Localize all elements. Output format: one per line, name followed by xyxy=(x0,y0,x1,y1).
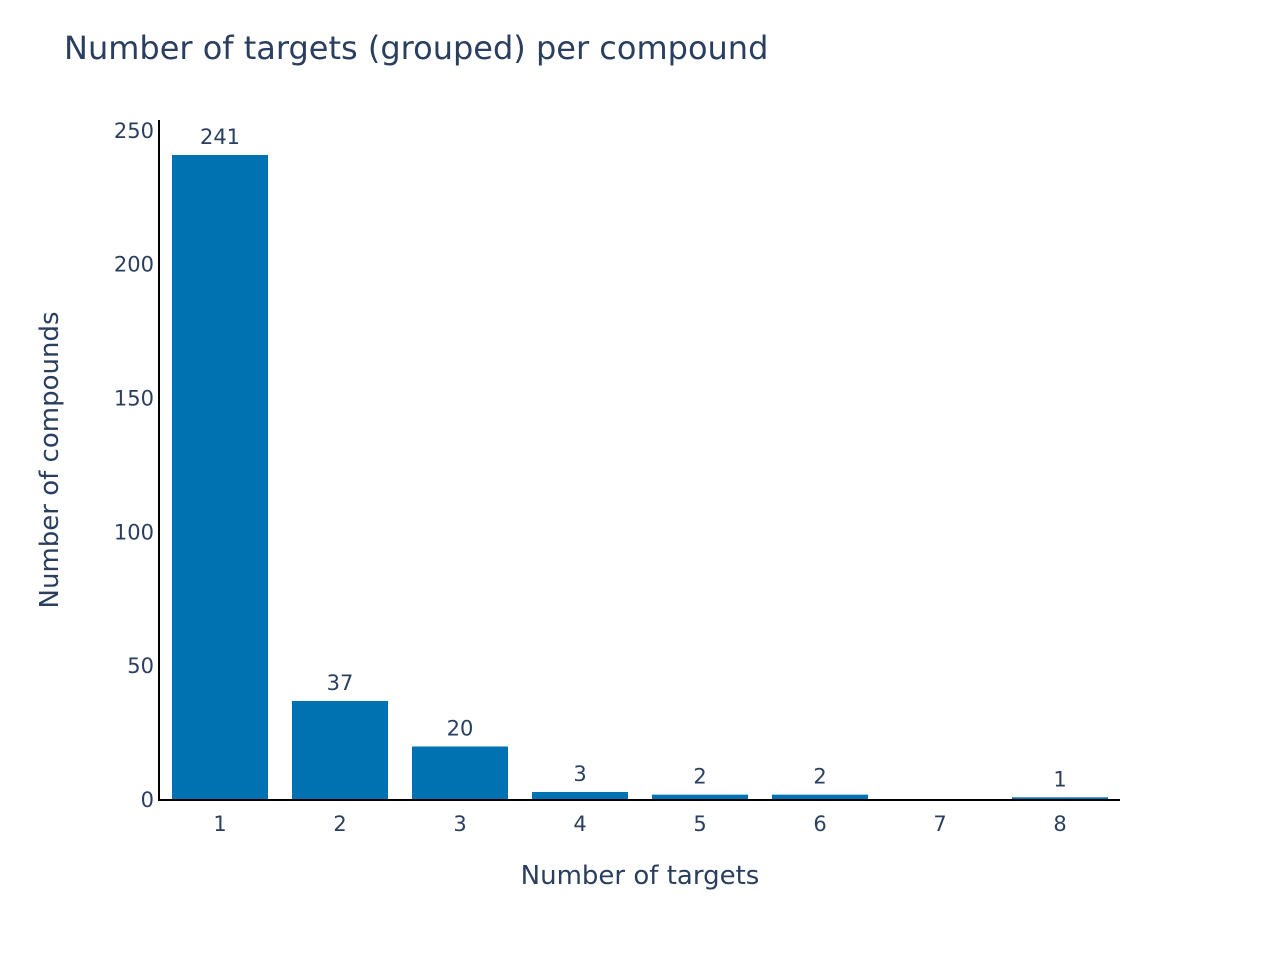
bar-3 xyxy=(412,746,508,800)
data-label-2: 37 xyxy=(327,671,354,695)
bars-group xyxy=(172,154,1108,801)
data-label-4: 3 xyxy=(573,762,586,786)
y-tick-label-250: 250 xyxy=(114,119,154,143)
x-tick-label-3: 3 xyxy=(453,812,466,836)
y-tick-label-150: 150 xyxy=(114,387,154,411)
data-labels-group: 241 37 20 3 2 2 1 xyxy=(200,125,1067,791)
data-label-5: 2 xyxy=(693,765,706,789)
data-label-3: 20 xyxy=(447,716,474,740)
y-tick-label-200: 200 xyxy=(114,253,154,277)
x-tick-label-1: 1 xyxy=(213,812,226,836)
x-tick-label-7: 7 xyxy=(933,812,946,836)
y-tick-label-50: 50 xyxy=(127,654,154,678)
y-axis-title: Number of compounds xyxy=(35,312,65,609)
x-tick-label-6: 6 xyxy=(813,812,826,836)
x-tick-label-4: 4 xyxy=(573,812,586,836)
y-axis-ticks: 0 50 100 150 200 250 xyxy=(114,119,154,812)
bar-1 xyxy=(172,154,268,801)
bar-8 xyxy=(1012,797,1108,800)
data-label-8: 1 xyxy=(1053,767,1066,791)
data-label-1: 241 xyxy=(200,125,240,149)
x-tick-label-8: 8 xyxy=(1053,812,1066,836)
chart-title: Number of targets (grouped) per compound xyxy=(64,29,768,67)
y-tick-label-100: 100 xyxy=(114,520,154,544)
bar-2 xyxy=(292,700,388,800)
x-axis-ticks: 1 2 3 4 5 6 7 8 xyxy=(213,812,1066,836)
data-label-6: 2 xyxy=(813,765,826,789)
x-tick-label-5: 5 xyxy=(693,812,706,836)
x-axis-title: Number of targets xyxy=(521,861,760,891)
y-tick-label-0: 0 xyxy=(141,788,154,812)
bar-6 xyxy=(772,794,868,800)
x-tick-label-2: 2 xyxy=(333,812,346,836)
bar-4 xyxy=(532,791,628,800)
bar-5 xyxy=(652,794,748,800)
